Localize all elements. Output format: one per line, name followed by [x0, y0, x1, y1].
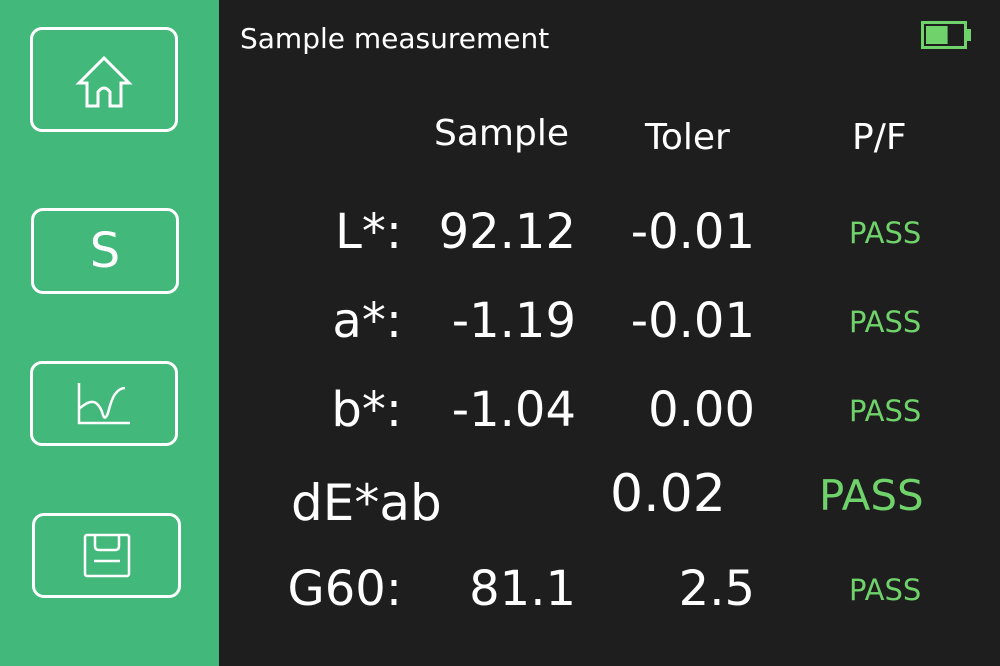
row-label: b*: [331, 382, 402, 438]
sample-value: -1.19 [451, 293, 576, 349]
chart-icon [77, 382, 130, 424]
sidebar: S [0, 0, 219, 666]
toler-value: -0.01 [630, 204, 755, 260]
toler-value: 2.5 [678, 561, 755, 617]
sample-value: 81.1 [469, 561, 576, 617]
home-button[interactable] [30, 27, 178, 132]
toler-value: 0.00 [648, 382, 755, 438]
sample-value: -1.04 [451, 382, 576, 438]
column-header-sample: Sample [434, 113, 569, 154]
row-label: a*: [332, 293, 402, 349]
column-header-pf: P/F [852, 117, 907, 158]
result-badge: PASS [849, 573, 922, 607]
de-value: 0.02 [610, 464, 726, 524]
chart-button[interactable] [30, 361, 178, 446]
save-button[interactable] [32, 513, 181, 598]
column-header-toler: Toler [645, 117, 730, 158]
result-badge: PASS [849, 394, 922, 428]
sample-button[interactable]: S [31, 208, 179, 294]
sample-button-label: S [89, 223, 121, 279]
page-title: Sample measurement [240, 22, 550, 55]
toler-value: -0.01 [630, 293, 755, 349]
row-label: G60: [287, 561, 402, 617]
row-label: dE*ab [291, 474, 442, 532]
battery-icon [921, 21, 971, 49]
save-icon [83, 533, 130, 577]
row-label: L*: [335, 204, 402, 260]
sample-value: 92.12 [438, 204, 576, 260]
result-badge: PASS [849, 216, 922, 250]
result-badge: PASS [849, 305, 922, 339]
home-icon [75, 55, 133, 107]
result-badge: PASS [819, 471, 924, 520]
